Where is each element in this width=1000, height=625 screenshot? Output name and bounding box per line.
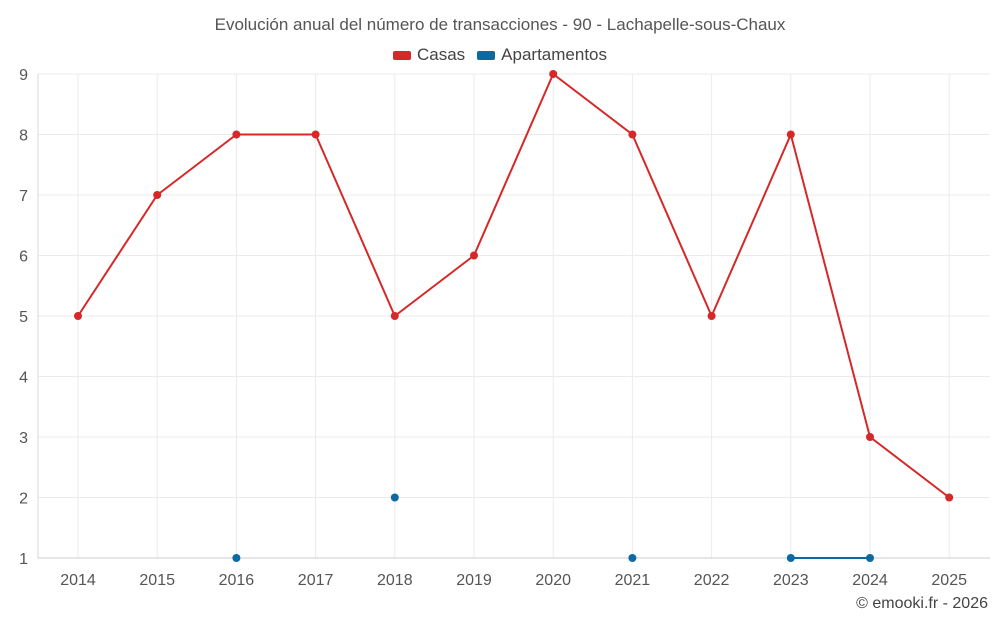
x-tick-label: 2025 xyxy=(931,572,967,589)
y-tick-label: 7 xyxy=(19,188,28,205)
data-point-casas xyxy=(153,191,162,199)
data-point-casas xyxy=(866,433,874,441)
y-tick-label: 6 xyxy=(19,249,28,266)
credit-text: © emooki.fr - 2026 xyxy=(856,595,988,612)
y-tick-label: 3 xyxy=(19,430,28,447)
x-tick-label: 2018 xyxy=(377,572,413,589)
y-tick-label: 9 xyxy=(19,67,28,84)
data-point-apartamentos xyxy=(866,554,874,562)
legend-item-apartamentos[interactable]: Apartamentos xyxy=(477,45,607,65)
data-point-casas xyxy=(628,130,637,139)
legend-swatch-apartamentos xyxy=(477,50,496,60)
data-point-casas xyxy=(232,130,241,139)
x-tick-label: 2015 xyxy=(139,572,175,589)
legend-item-casas[interactable]: Casas xyxy=(392,45,466,65)
x-tick-label: 2021 xyxy=(615,572,651,589)
x-tick-label: 2023 xyxy=(773,572,809,589)
legend: Casas Apartamentos xyxy=(0,45,1000,65)
y-tick-label: 1 xyxy=(19,551,28,568)
data-point-casas xyxy=(549,70,558,78)
x-tick-label: 2024 xyxy=(852,572,888,589)
y-tick-label: 2 xyxy=(19,491,28,508)
x-tick-label: 2017 xyxy=(298,572,334,589)
x-tick-label: 2020 xyxy=(535,572,571,589)
data-point-apartamentos xyxy=(786,554,795,562)
data-point-casas xyxy=(707,312,716,320)
x-tick-label: 2019 xyxy=(456,572,492,589)
y-tick-label: 8 xyxy=(19,128,28,145)
data-point-casas xyxy=(390,312,399,320)
x-tick-label: 2022 xyxy=(694,572,730,589)
data-point-apartamentos xyxy=(390,493,399,502)
data-point-casas xyxy=(470,251,478,260)
series-line-casas xyxy=(77,73,950,499)
data-point-casas xyxy=(311,130,320,139)
data-point-casas xyxy=(74,312,82,320)
data-point-apartamentos xyxy=(628,554,637,562)
data-point-apartamentos xyxy=(232,554,241,562)
legend-swatch-casas xyxy=(392,50,411,60)
x-tick-label: 2016 xyxy=(219,572,255,589)
chart-title: Evolución anual del número de transaccio… xyxy=(214,15,786,34)
data-point-casas xyxy=(945,493,954,502)
legend-label-casas: Casas xyxy=(416,45,466,64)
legend-label-apartamentos: Apartamentos xyxy=(501,45,608,64)
x-tick-label: 2014 xyxy=(60,572,96,589)
y-tick-label: 4 xyxy=(19,370,28,387)
data-point-casas xyxy=(786,130,795,139)
y-tick-label: 5 xyxy=(19,309,28,326)
